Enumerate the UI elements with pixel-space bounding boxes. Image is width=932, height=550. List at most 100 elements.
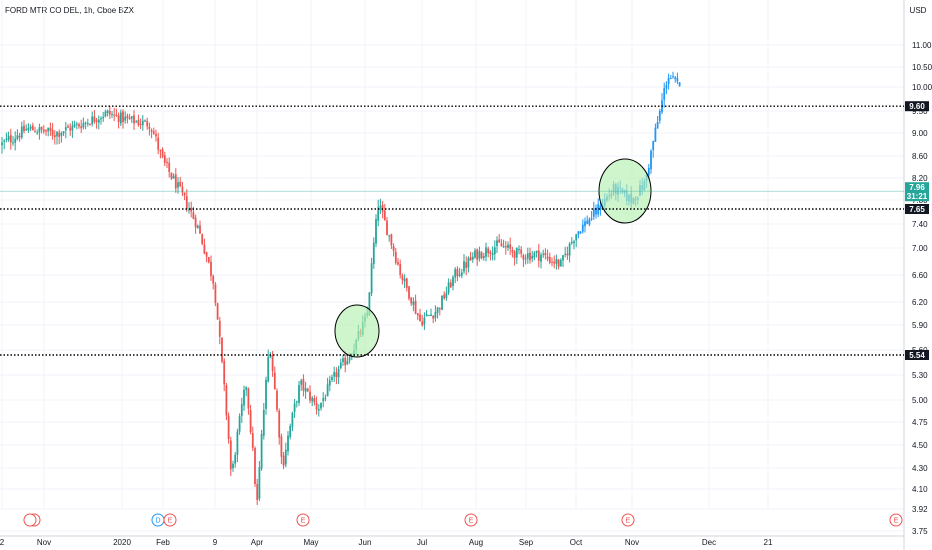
candle [388,234,391,242]
price-tag-label: 9.60 [909,102,925,111]
candle [586,215,589,225]
candle [181,181,184,197]
candle [14,131,17,151]
y-tick-label: 6.20 [912,298,928,307]
candle [507,241,509,251]
candle [577,231,580,239]
event-marker[interactable]: E [464,513,478,527]
candle [570,237,573,245]
candle [496,236,498,253]
y-tick-label: 5.30 [912,371,928,380]
candle [243,385,245,411]
event-marker[interactable]: E [296,513,310,527]
x-tick-label: Dec [702,538,716,547]
candle [339,358,342,370]
candle [405,277,408,292]
candle [335,367,338,385]
event-marker[interactable]: E [163,513,177,527]
event-marker[interactable] [23,513,37,527]
candle [119,109,122,126]
candle [221,337,223,364]
x-tick-label: Oct [570,538,583,547]
y-tick-label: 10.00 [912,83,932,92]
price-tag: 9.60 [905,101,929,112]
candle [273,366,276,390]
x-tick-label: Feb [156,538,170,547]
candle [454,267,457,284]
candle [249,404,252,435]
candle [313,395,316,406]
x-tick-label: 2020 [113,538,131,547]
candle [485,242,487,262]
candle [438,307,441,316]
candle [342,354,344,366]
candle [205,251,208,263]
candle [559,258,562,267]
candle [375,214,377,248]
candle [465,256,468,276]
event-marker[interactable]: E [621,513,635,527]
candle [194,214,197,234]
candle [425,309,428,317]
svg-text:E: E [301,518,306,525]
candle [443,291,446,300]
candle [203,238,206,255]
grid [0,0,904,532]
candle [595,204,597,219]
candle [511,246,514,258]
candle [179,176,182,188]
candle [592,201,595,221]
x-tick-label: Jun [359,538,372,547]
x-tick-label: Aug [469,538,483,547]
candle [262,402,265,440]
candle [1,137,3,154]
candle [161,147,164,159]
candle [210,255,212,281]
candle [111,111,113,119]
event-marker[interactable]: D [151,513,165,527]
candle [650,149,652,174]
candle [520,246,523,258]
candle [58,129,61,145]
candle [597,198,600,218]
currency-label: USD [910,6,927,15]
price-tag-label: 31:21 [907,192,928,201]
candle [579,231,582,235]
candle [115,108,118,117]
candle [476,248,479,266]
candle [190,201,193,218]
candle [122,109,124,129]
candle [201,233,204,246]
candle [320,402,322,411]
candle [573,239,575,250]
candle [533,251,536,261]
candle [135,119,138,124]
candle [590,211,593,221]
candle [467,256,470,273]
candle [207,256,210,264]
candle [463,254,465,274]
candle [674,76,677,83]
candle [152,127,155,135]
candle [669,74,672,80]
candle [452,275,454,291]
svg-text:E: E [469,518,474,525]
candle [522,253,525,268]
x-tick-label: Jul [417,538,427,547]
candle [265,376,267,415]
candle [421,314,424,327]
candle [566,246,569,260]
candle [555,254,558,270]
highlight-circle [334,304,380,358]
y-axis-ticks: 11.0010.5010.009.509.008.608.207.807.407… [912,41,932,536]
candle [86,118,89,127]
event-marker[interactable]: E [889,513,903,527]
candle [298,380,300,406]
price-tag: 31:21 [905,191,929,202]
candle [287,431,289,456]
y-tick-label: 5.90 [912,321,928,330]
candle [416,312,419,321]
candle [346,354,349,365]
candle [654,123,657,142]
